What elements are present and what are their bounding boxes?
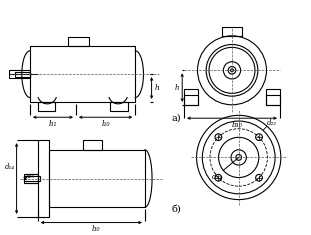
Text: d₂₅: d₂₅ [26, 174, 35, 179]
Text: б): б) [172, 205, 181, 214]
Text: b₁₀: b₁₀ [231, 121, 242, 129]
Text: а): а) [172, 114, 181, 123]
Text: d₂₂: d₂₂ [267, 119, 277, 127]
Text: d₂₀: d₂₀ [211, 173, 221, 181]
Text: l₃₀: l₃₀ [92, 225, 100, 233]
Text: l₃₁: l₃₁ [49, 120, 57, 128]
Text: h: h [175, 84, 179, 92]
Text: d₁₄: d₁₄ [5, 163, 15, 171]
Text: h: h [155, 84, 159, 92]
Text: l₁₀: l₁₀ [101, 120, 110, 128]
